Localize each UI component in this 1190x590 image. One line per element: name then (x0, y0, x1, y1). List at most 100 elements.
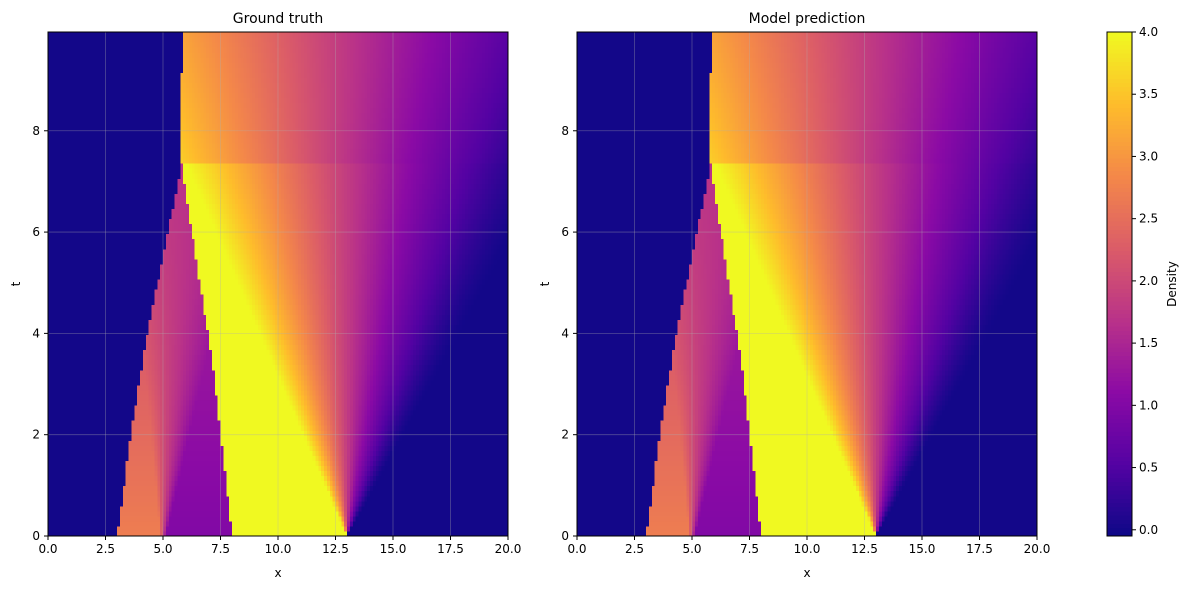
heatmap-cell (286, 485, 291, 492)
heatmap-cell (407, 475, 411, 482)
heatmap-cell (286, 525, 291, 532)
heatmap-cell (433, 520, 437, 527)
heatmap-cell (496, 475, 500, 482)
heatmap-cell (390, 480, 394, 487)
heatmap-cell (246, 460, 250, 467)
heatmap-cell (53, 445, 58, 451)
heatmap-cell (99, 500, 104, 507)
heatmap-cell (68, 510, 72, 517)
heatmap-cell (321, 475, 325, 482)
heatmap-cell (453, 515, 457, 522)
heatmap-cell (171, 495, 176, 502)
heatmap-cell (108, 440, 112, 446)
heatmap-cell (151, 475, 155, 482)
heatmap-cell (56, 485, 61, 492)
heatmap-cell (295, 515, 299, 522)
heatmap-cell (128, 525, 132, 532)
heatmap-cell (257, 465, 262, 472)
heatmap-cell (395, 460, 400, 467)
heatmap-cell (427, 460, 431, 467)
heatmap-cell (79, 495, 84, 502)
heatmap-cell (367, 450, 371, 456)
heatmap-cell (125, 520, 130, 527)
heatmap-cell (82, 530, 86, 537)
heatmap-cell (416, 500, 420, 507)
heatmap-cell (499, 500, 503, 507)
heatmap-cell (53, 495, 58, 502)
heatmap-cell (263, 465, 268, 472)
heatmap-cell (436, 450, 440, 456)
heatmap-cell (303, 475, 308, 482)
heatmap-cell (122, 460, 127, 467)
heatmap-cell (421, 530, 426, 537)
heatmap-cell (456, 470, 460, 477)
heatmap-cell (117, 475, 121, 482)
heatmap-cell (395, 445, 400, 451)
heatmap-cell (312, 470, 316, 477)
heatmap-cell (257, 500, 262, 507)
heatmap-cell (243, 480, 247, 487)
heatmap-cell (479, 495, 483, 502)
heatmap-cell (160, 525, 164, 532)
heatmap-cell (329, 475, 334, 482)
heatmap-cell (338, 530, 342, 537)
heatmap-cell (502, 505, 506, 512)
heatmap-cell (160, 440, 164, 446)
heatmap-cell (128, 475, 132, 482)
heatmap-cell (375, 460, 380, 467)
heatmap-cell (358, 465, 362, 472)
heatmap-cell (269, 460, 273, 467)
heatmap-cell (125, 445, 130, 451)
heatmap-cell (211, 515, 216, 522)
heatmap-cell (341, 490, 345, 497)
heatmap-cell (309, 455, 314, 461)
heatmap-cell (186, 460, 190, 467)
heatmap-cell (85, 500, 89, 507)
heatmap-cell (85, 485, 89, 492)
heatmap-cell (338, 465, 342, 472)
heatmap-cell (387, 515, 391, 522)
heatmap-cell (105, 520, 109, 527)
heatmap-cell (395, 490, 400, 497)
heatmap-cell (372, 515, 377, 522)
heatmap-cell (467, 530, 472, 537)
heatmap-cell (240, 465, 245, 472)
heatmap-cell (114, 510, 118, 517)
heatmap-cell (105, 470, 109, 477)
heatmap-cell (65, 500, 69, 507)
heatmap-cell (306, 485, 311, 492)
heatmap-cell (378, 505, 383, 512)
heatmap-cell (76, 485, 81, 492)
heatmap-cell (404, 460, 408, 467)
heatmap-cell (206, 505, 210, 512)
heatmap-cell (347, 530, 351, 537)
heatmap-cell (358, 530, 362, 537)
heatmap-cell (289, 470, 293, 477)
heatmap-cell (73, 520, 78, 527)
heatmap-cell (447, 505, 452, 512)
heatmap-cell (73, 445, 78, 451)
heatmap-cell (493, 505, 498, 512)
heatmap-cell (168, 530, 173, 537)
heatmap-cell (286, 445, 291, 451)
heatmap-cell (286, 505, 291, 512)
heatmap-cell (347, 500, 351, 507)
heatmap-cell (91, 480, 95, 487)
heatmap-cell (148, 495, 153, 502)
heatmap-cell (165, 445, 170, 451)
heatmap-cell (413, 455, 417, 461)
heatmap-cell (499, 460, 503, 467)
heatmap-cell (269, 505, 273, 512)
heatmap-cell (289, 525, 293, 532)
heatmap-cell (418, 510, 423, 517)
heatmap-cell (272, 530, 276, 537)
heatmap-cell (329, 455, 334, 461)
heatmap-cell (232, 480, 236, 487)
heatmap-cell (148, 460, 153, 467)
heatmap-cell (94, 490, 98, 497)
heatmap-cell (68, 480, 72, 487)
heatmap-cell (223, 465, 227, 472)
heatmap-cell (226, 510, 230, 517)
heatmap-cell (453, 470, 457, 477)
heatmap-cell (119, 520, 124, 527)
